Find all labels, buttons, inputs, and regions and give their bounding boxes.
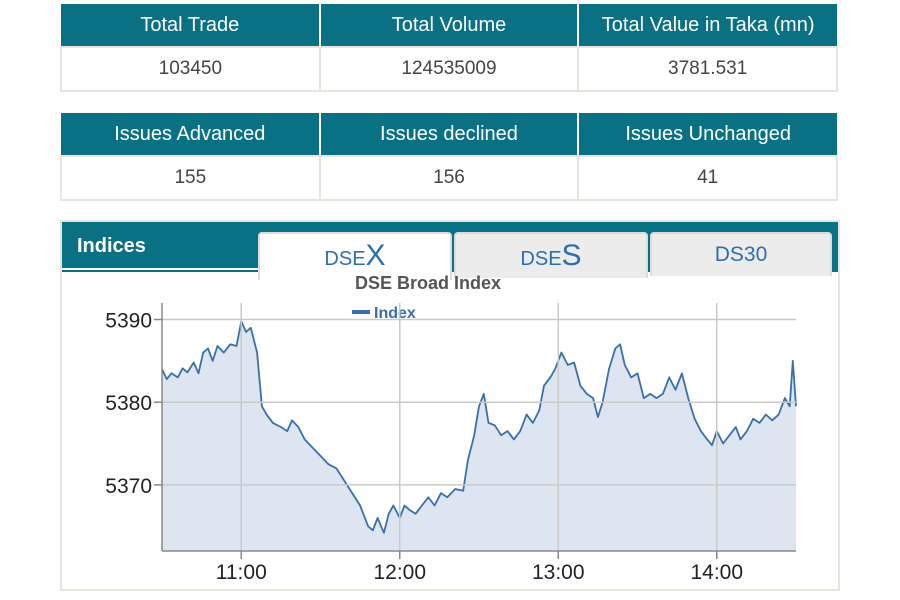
market-stats-header-row: Total Trade Total Volume Total Value in …	[61, 4, 837, 47]
chart-grid	[162, 303, 796, 551]
tab-dsex-prefix: DSE	[324, 248, 366, 270]
issues-advanced-header: Issues Advanced	[61, 113, 321, 156]
issues-declined-header: Issues declined	[318, 113, 580, 156]
legend-label: Index	[374, 305, 416, 322]
total-volume-value: 124535009	[318, 46, 580, 92]
x-tick-label: 13:00	[532, 561, 585, 584]
indices-divider	[62, 268, 258, 270]
issues-unchanged-header: Issues Unchanged	[577, 113, 837, 156]
x-tick-label: 11:00	[216, 561, 267, 584]
tab-dsex-suffix: X	[365, 239, 386, 272]
x-tick-label: 14:00	[690, 561, 743, 584]
market-stats-value-row: 103450 124535009 3781.531	[60, 46, 838, 92]
chart-title: DSE Broad Index	[355, 273, 501, 293]
issues-declined-value: 156	[318, 155, 580, 201]
tab-dses-suffix: S	[561, 239, 582, 272]
market-stats-table: Total Trade Total Volume Total Value in …	[60, 4, 838, 92]
total-volume-header: Total Volume	[318, 4, 580, 47]
tab-ds30[interactable]: DS30	[650, 232, 832, 276]
legend-swatch	[352, 310, 370, 314]
index-line	[161, 320, 797, 534]
total-value-header: Total Value in Taka (mn)	[577, 4, 837, 47]
index-area	[162, 321, 796, 551]
total-trade-header: Total Trade	[61, 4, 321, 47]
issues-value-row: 155 156 41	[60, 155, 838, 201]
tab-dses[interactable]: DSES	[454, 232, 648, 278]
issues-advanced-value: 155	[60, 155, 321, 201]
issues-header-row: Issues Advanced Issues declined Issues U…	[61, 113, 837, 156]
issues-table: Issues Advanced Issues declined Issues U…	[60, 113, 838, 201]
y-tick-label: 5380	[105, 392, 152, 415]
tab-dses-prefix: DSE	[520, 248, 562, 270]
chart-axes: 5370 5380 5390 11:00 12:00 13:00 14:00	[105, 303, 796, 584]
issues-unchanged-value: 41	[577, 155, 838, 201]
tab-dsex[interactable]: DSEX	[258, 232, 452, 280]
total-trade-value: 103450	[60, 46, 321, 92]
y-tick-label: 5370	[105, 475, 152, 498]
total-value-value: 3781.531	[577, 46, 838, 92]
y-tick-label: 5390	[105, 310, 152, 333]
x-tick-label: 12:00	[373, 561, 426, 584]
indices-title: Indices	[77, 235, 146, 257]
chart-series	[161, 320, 797, 551]
